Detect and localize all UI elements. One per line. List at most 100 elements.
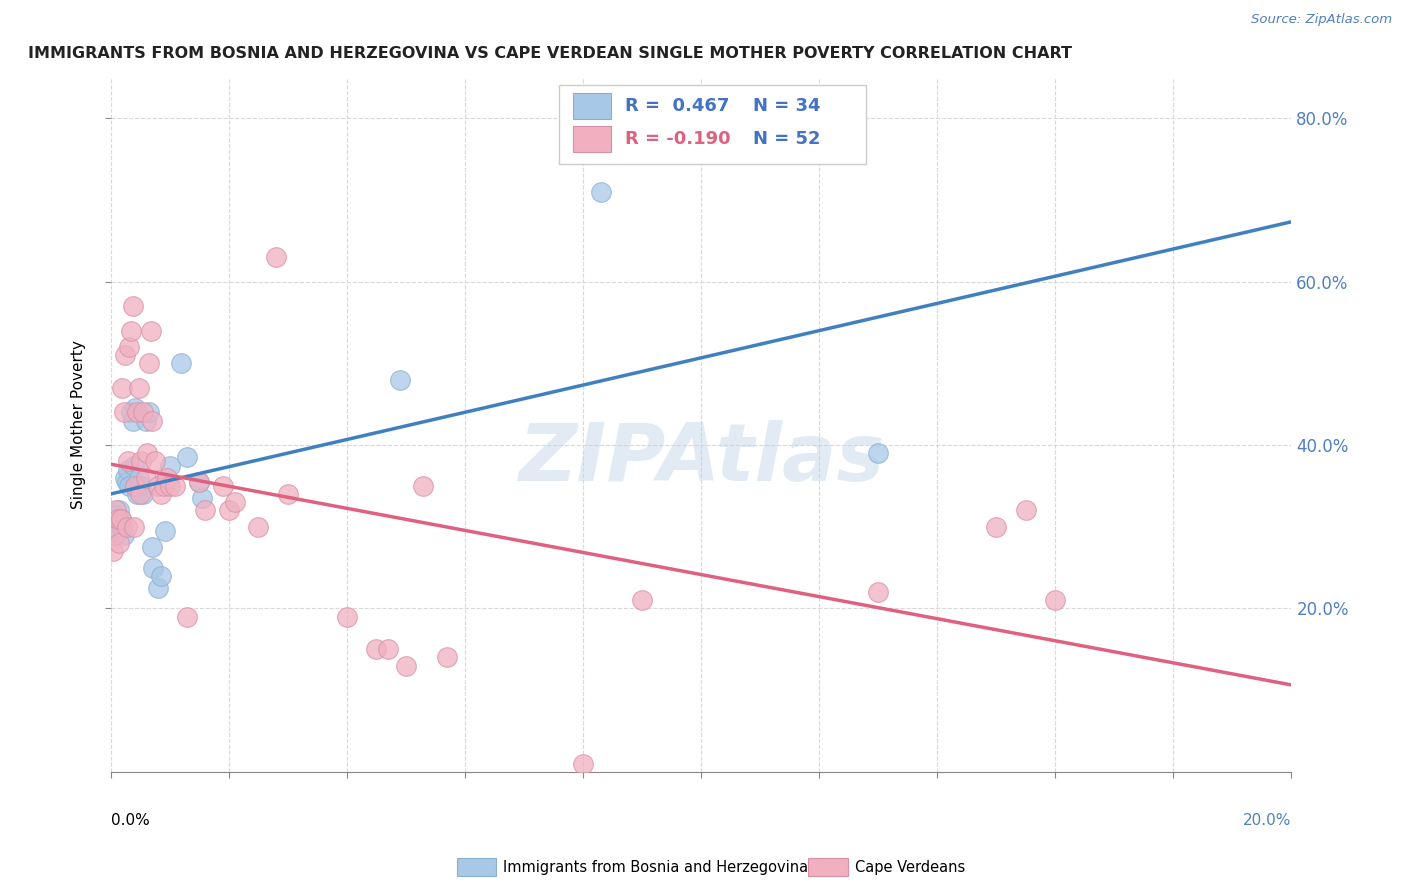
Point bbox=[141, 414, 163, 428]
Point bbox=[124, 479, 146, 493]
Point bbox=[108, 503, 131, 517]
Point bbox=[170, 356, 193, 370]
Point bbox=[631, 593, 654, 607]
Point bbox=[188, 475, 211, 489]
Point bbox=[153, 524, 176, 538]
Point bbox=[159, 458, 181, 473]
Bar bbox=[574, 93, 612, 120]
Point bbox=[110, 511, 132, 525]
Point bbox=[135, 471, 157, 485]
Text: 20.0%: 20.0% bbox=[1243, 814, 1292, 829]
Point bbox=[129, 479, 152, 493]
Point bbox=[104, 508, 127, 522]
Point bbox=[122, 520, 145, 534]
Text: Source: ZipAtlas.com: Source: ZipAtlas.com bbox=[1251, 13, 1392, 27]
Point bbox=[132, 405, 155, 419]
Point bbox=[1015, 503, 1038, 517]
Point bbox=[127, 487, 149, 501]
Point bbox=[138, 356, 160, 370]
Point bbox=[118, 479, 141, 493]
Point bbox=[194, 503, 217, 517]
Point bbox=[589, 185, 612, 199]
Point bbox=[176, 450, 198, 465]
Point bbox=[139, 324, 162, 338]
Point bbox=[111, 520, 134, 534]
Text: Immigrants from Bosnia and Herzegovina: Immigrants from Bosnia and Herzegovina bbox=[503, 860, 808, 874]
Point bbox=[188, 475, 211, 489]
Point bbox=[107, 524, 129, 538]
Point bbox=[264, 250, 287, 264]
Point bbox=[111, 381, 134, 395]
Point bbox=[115, 520, 138, 534]
Text: N = 52: N = 52 bbox=[754, 129, 821, 148]
Point bbox=[377, 642, 399, 657]
Point bbox=[107, 511, 129, 525]
Point bbox=[118, 340, 141, 354]
Point bbox=[868, 446, 890, 460]
Point bbox=[436, 650, 458, 665]
Text: ZIPAtlas: ZIPAtlas bbox=[517, 420, 884, 499]
Point bbox=[122, 458, 145, 473]
Point bbox=[114, 348, 136, 362]
Point bbox=[129, 487, 152, 501]
Point bbox=[277, 487, 299, 501]
Point bbox=[146, 479, 169, 493]
Point bbox=[572, 756, 595, 771]
Point bbox=[128, 381, 150, 395]
Point bbox=[110, 511, 132, 525]
Point bbox=[143, 454, 166, 468]
Point bbox=[117, 462, 139, 476]
Point bbox=[112, 528, 135, 542]
Point bbox=[108, 536, 131, 550]
Point bbox=[117, 454, 139, 468]
Point bbox=[986, 520, 1008, 534]
Point bbox=[141, 540, 163, 554]
Y-axis label: Single Mother Poverty: Single Mother Poverty bbox=[72, 340, 86, 509]
Point bbox=[104, 528, 127, 542]
Point bbox=[103, 544, 125, 558]
Point bbox=[156, 471, 179, 485]
Point bbox=[128, 471, 150, 485]
Point bbox=[122, 299, 145, 313]
Point bbox=[412, 479, 434, 493]
Point bbox=[224, 495, 246, 509]
Point bbox=[120, 324, 142, 338]
Point bbox=[124, 401, 146, 416]
Point bbox=[122, 414, 145, 428]
Point bbox=[142, 560, 165, 574]
Point bbox=[152, 479, 174, 493]
Point bbox=[152, 475, 174, 489]
Point bbox=[120, 405, 142, 419]
Point bbox=[114, 471, 136, 485]
Point bbox=[149, 568, 172, 582]
Point bbox=[129, 454, 152, 468]
Text: R =  0.467: R = 0.467 bbox=[626, 97, 730, 115]
Point bbox=[135, 414, 157, 428]
Point bbox=[103, 520, 125, 534]
Point bbox=[165, 479, 187, 493]
Point bbox=[115, 475, 138, 489]
Point bbox=[127, 405, 149, 419]
Point bbox=[112, 405, 135, 419]
Text: N = 34: N = 34 bbox=[754, 97, 821, 115]
Point bbox=[136, 446, 159, 460]
Point bbox=[211, 479, 233, 493]
Bar bbox=[574, 126, 612, 152]
Point bbox=[159, 479, 181, 493]
Point bbox=[176, 609, 198, 624]
FancyBboxPatch shape bbox=[560, 85, 866, 164]
Text: 0.0%: 0.0% bbox=[111, 814, 149, 829]
Point bbox=[105, 516, 128, 530]
Point bbox=[149, 487, 172, 501]
Point bbox=[247, 520, 270, 534]
Text: R = -0.190: R = -0.190 bbox=[626, 129, 731, 148]
Text: IMMIGRANTS FROM BOSNIA AND HERZEGOVINA VS CAPE VERDEAN SINGLE MOTHER POVERTY COR: IMMIGRANTS FROM BOSNIA AND HERZEGOVINA V… bbox=[28, 46, 1071, 62]
Point bbox=[132, 487, 155, 501]
Point bbox=[395, 658, 418, 673]
Point bbox=[105, 503, 128, 517]
Point bbox=[336, 609, 359, 624]
Point bbox=[218, 503, 240, 517]
Point bbox=[868, 585, 890, 599]
Point bbox=[191, 491, 214, 506]
Point bbox=[1045, 593, 1067, 607]
